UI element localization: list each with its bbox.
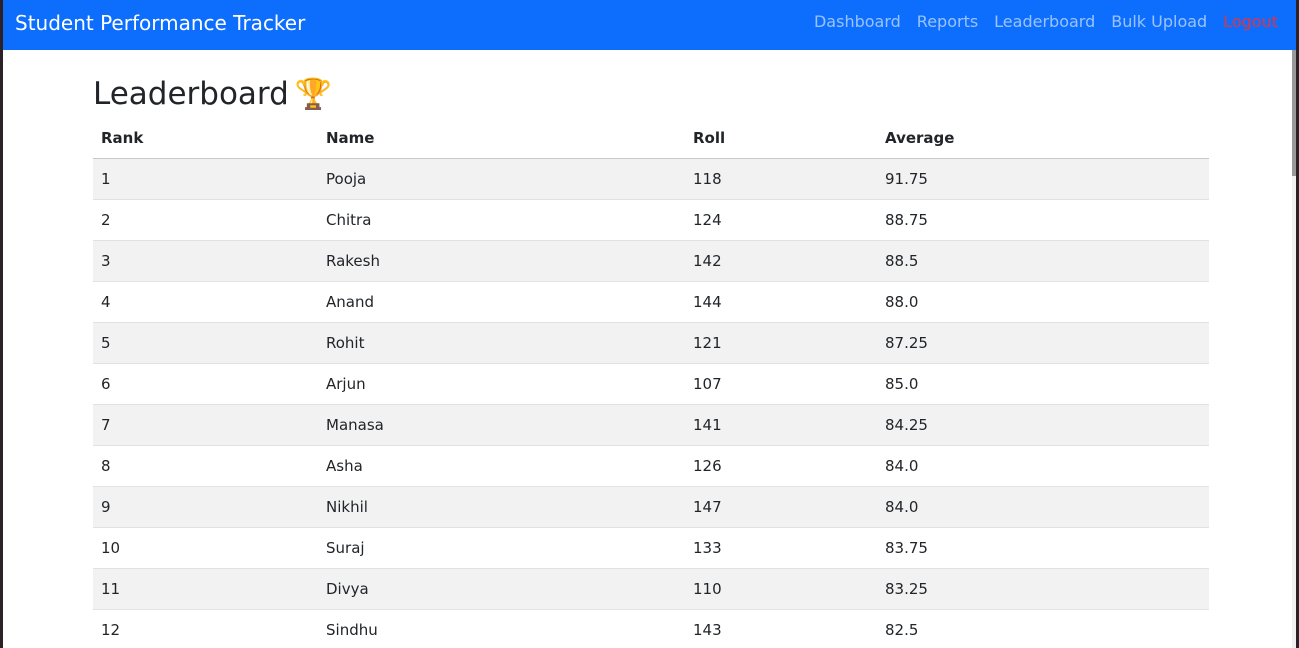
header-roll: Roll [685, 118, 877, 159]
cell-rank: 9 [93, 486, 318, 528]
cell-rank: 12 [93, 609, 318, 648]
table-row: 8 Asha 126 84.0 [93, 445, 1209, 487]
table-row: 11 Divya 110 83.25 [93, 568, 1209, 610]
cell-average: 83.25 [877, 568, 1209, 610]
cell-roll: 144 [685, 281, 877, 323]
cell-roll: 147 [685, 486, 877, 528]
cell-average: 88.75 [877, 199, 1209, 241]
table-row: 4 Anand 144 88.0 [93, 281, 1209, 323]
table-row: 6 Arjun 107 85.0 [93, 363, 1209, 405]
main-content: Leaderboard 🏆 Rank Name Roll Average 1 Poo… [93, 72, 1209, 648]
cell-roll: 107 [685, 363, 877, 405]
cell-roll: 121 [685, 322, 877, 364]
cell-average: 84.0 [877, 486, 1209, 528]
nav-link-leaderboard[interactable]: Leaderboard [994, 12, 1096, 31]
cell-roll: 110 [685, 568, 877, 610]
cell-name: Anand [318, 281, 685, 323]
cell-name: Pooja [318, 158, 685, 200]
cell-average: 84.25 [877, 404, 1209, 446]
trophy-icon: 🏆 [294, 77, 333, 112]
cell-name: Nikhil [318, 486, 685, 528]
header-rank: Rank [93, 118, 318, 159]
nav-link-dashboard[interactable]: Dashboard [813, 12, 901, 31]
cell-name: Arjun [318, 363, 685, 405]
table-row: 7 Manasa 141 84.25 [93, 404, 1209, 446]
nav-link-bulk-upload[interactable]: Bulk Upload [1111, 12, 1208, 31]
table-row: 2 Chitra 124 88.75 [93, 199, 1209, 241]
cell-roll: 118 [685, 158, 877, 200]
cell-rank: 6 [93, 363, 318, 405]
leaderboard-table: Rank Name Roll Average 1 Pooja 118 91.75 2 Ch… [93, 118, 1209, 648]
cell-name: Chitra [318, 199, 685, 241]
navbar: Student Performance Tracker Dashboard Re… [3, 0, 1296, 50]
cell-average: 82.5 [877, 609, 1209, 648]
cell-average: 88.5 [877, 240, 1209, 282]
scrollbar-thumb[interactable] [1292, 50, 1296, 176]
cell-average: 91.75 [877, 158, 1209, 200]
cell-rank: 7 [93, 404, 318, 446]
cell-average: 84.0 [877, 445, 1209, 487]
cell-rank: 2 [93, 199, 318, 241]
cell-average: 83.75 [877, 527, 1209, 569]
page-title-text: Leaderboard [93, 76, 289, 112]
nav-link-reports[interactable]: Reports [916, 12, 979, 31]
nav-links: Dashboard Reports Leaderboard Bulk Uploa… [814, 12, 1278, 32]
table-row: 5 Rohit 121 87.25 [93, 322, 1209, 364]
table-row: 1 Pooja 118 91.75 [93, 158, 1209, 200]
cell-name: Rohit [318, 322, 685, 364]
cell-name: Sindhu [318, 609, 685, 648]
cell-rank: 8 [93, 445, 318, 487]
logout-link[interactable]: Logout [1223, 12, 1278, 31]
header-name: Name [318, 118, 685, 159]
cell-roll: 126 [685, 445, 877, 487]
cell-roll: 142 [685, 240, 877, 282]
header-average: Average [877, 118, 1209, 159]
cell-name: Manasa [318, 404, 685, 446]
table-row: 10 Suraj 133 83.75 [93, 527, 1209, 569]
cell-average: 85.0 [877, 363, 1209, 405]
cell-roll: 143 [685, 609, 877, 648]
cell-rank: 3 [93, 240, 318, 282]
cell-average: 87.25 [877, 322, 1209, 364]
cell-average: 88.0 [877, 281, 1209, 323]
cell-rank: 5 [93, 322, 318, 364]
navbar-brand[interactable]: Student Performance Tracker [15, 11, 306, 35]
cell-rank: 10 [93, 527, 318, 569]
cell-name: Suraj [318, 527, 685, 569]
table-row: 12 Sindhu 143 82.5 [93, 609, 1209, 648]
cell-rank: 11 [93, 568, 318, 610]
cell-roll: 141 [685, 404, 877, 446]
cell-name: Rakesh [318, 240, 685, 282]
page: Student Performance Tracker Dashboard Re… [3, 0, 1296, 648]
cell-roll: 133 [685, 527, 877, 569]
table-row: 3 Rakesh 142 88.5 [93, 240, 1209, 282]
cell-rank: 1 [93, 158, 318, 200]
table-body: 1 Pooja 118 91.75 2 Chitra 124 88.75 3 Rakesh 142 8… [93, 158, 1209, 648]
cell-rank: 4 [93, 281, 318, 323]
cell-name: Asha [318, 445, 685, 487]
cell-name: Divya [318, 568, 685, 610]
cell-roll: 124 [685, 199, 877, 241]
table-header-row: Rank Name Roll Average [93, 118, 1209, 159]
table-row: 9 Nikhil 147 84.0 [93, 486, 1209, 528]
scrollbar-track[interactable] [1292, 50, 1296, 648]
page-title: Leaderboard 🏆 [93, 72, 1209, 116]
